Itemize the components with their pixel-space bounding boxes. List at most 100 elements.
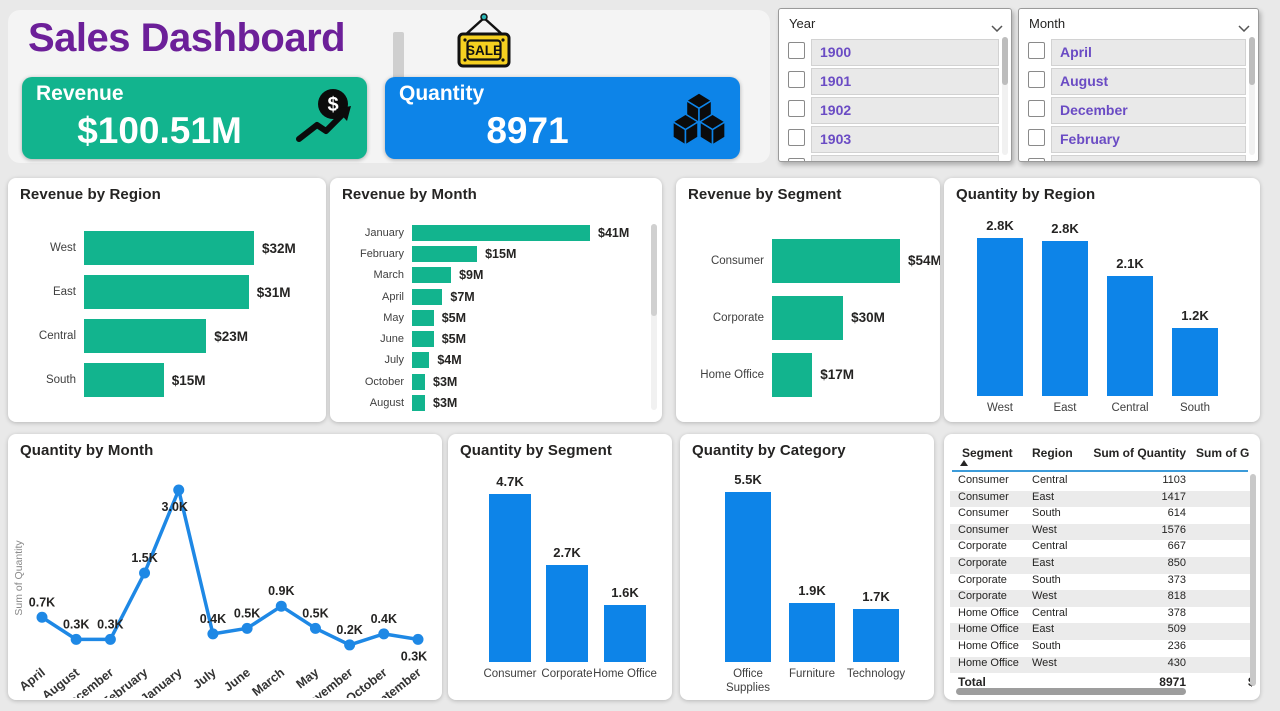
slicer-item[interactable]: February (1019, 124, 1258, 153)
bar[interactable] (412, 395, 426, 412)
bar[interactable] (1172, 327, 1218, 396)
data-point[interactable] (36, 611, 48, 623)
slicer-item-label[interactable]: 1901 (811, 68, 999, 95)
data-point[interactable] (207, 628, 219, 640)
bar[interactable] (412, 331, 434, 348)
segment-cell: Consumer (958, 507, 1009, 520)
slicer-item[interactable]: 1901 (779, 66, 1011, 95)
slicer-item-label[interactable]: December (1051, 97, 1246, 124)
slicer-item-label[interactable]: 1902 (811, 97, 999, 124)
table-row[interactable]: Corporate West 818 (950, 590, 1250, 607)
table-row[interactable]: Consumer East 1417 (950, 490, 1250, 508)
data-point[interactable] (275, 600, 287, 612)
bar[interactable] (84, 231, 254, 265)
bar[interactable] (84, 363, 164, 397)
data-point[interactable] (309, 622, 321, 634)
table-row[interactable]: Consumer West 1576 (950, 523, 1250, 541)
slicer-item-label[interactable]: August (1051, 68, 1246, 95)
data-point[interactable] (173, 484, 185, 496)
bar[interactable] (412, 267, 452, 284)
bar[interactable] (1042, 240, 1088, 396)
table-row[interactable]: Home Office West 430 (950, 656, 1250, 674)
bar[interactable] (604, 604, 646, 662)
month-slicer[interactable]: Month April August December February (1018, 8, 1259, 162)
bar[interactable] (546, 565, 588, 662)
column-header[interactable]: Sum of Quantity (1093, 446, 1186, 460)
data-point[interactable] (378, 628, 390, 640)
slicer-item[interactable]: 1900 (779, 37, 1011, 66)
sort-ascending-icon[interactable] (960, 460, 968, 466)
column-header[interactable]: Segment (962, 446, 1013, 460)
checkbox-unchecked-icon[interactable] (1028, 158, 1045, 161)
bar[interactable] (725, 492, 771, 662)
data-point[interactable] (70, 633, 82, 645)
column-header[interactable]: Sum of G (1196, 446, 1250, 460)
chevron-down-icon[interactable] (1238, 19, 1250, 37)
bar[interactable] (412, 352, 430, 369)
line-series[interactable] (41, 488, 419, 647)
bar[interactable] (412, 373, 426, 390)
bar[interactable] (412, 245, 478, 262)
bar[interactable] (412, 224, 590, 241)
table-row[interactable]: Corporate Central 667 (950, 540, 1250, 557)
month-slicer-scrollbar[interactable] (1249, 37, 1255, 155)
slicer-item[interactable]: 1902 (779, 95, 1011, 124)
year-slicer-scrollbar[interactable] (1002, 37, 1008, 155)
checkbox-unchecked-icon[interactable] (1028, 100, 1045, 117)
slicer-item[interactable]: August (1019, 66, 1258, 95)
bar[interactable] (412, 309, 434, 326)
bar[interactable] (84, 275, 249, 309)
data-point[interactable] (344, 639, 356, 651)
region-cell: East (1032, 623, 1055, 636)
slicer-item[interactable] (779, 153, 1011, 161)
table-row[interactable]: Consumer Central 1103 (950, 474, 1250, 491)
bar[interactable] (489, 494, 531, 662)
table-row[interactable]: Corporate East 850 (950, 557, 1250, 574)
slicer-item-label[interactable] (1051, 155, 1246, 161)
year-slicer[interactable]: Year 1900 1901 1902 1903 (778, 8, 1012, 162)
data-point[interactable] (104, 633, 116, 645)
slicer-item[interactable]: 1903 (779, 124, 1011, 153)
table-vertical-scrollbar[interactable] (1250, 474, 1256, 686)
slicer-item[interactable]: April (1019, 37, 1258, 66)
quantity-kpi-card[interactable]: Quantity 8971 (385, 77, 740, 159)
slicer-item-label[interactable]: April (1051, 39, 1246, 66)
checkbox-unchecked-icon[interactable] (1028, 71, 1045, 88)
slicer-item[interactable]: December (1019, 95, 1258, 124)
bar[interactable] (772, 238, 900, 283)
checkbox-unchecked-icon[interactable] (1028, 129, 1045, 146)
bar[interactable] (977, 238, 1023, 396)
table-row[interactable]: Home Office Central 378 (950, 607, 1250, 624)
bar[interactable] (412, 288, 443, 305)
revenue-kpi-card[interactable]: Revenue $100.51M $ (22, 77, 367, 159)
slicer-item-label[interactable]: 1903 (811, 126, 999, 153)
data-point[interactable] (241, 622, 253, 634)
bar[interactable] (772, 352, 813, 397)
checkbox-unchecked-icon[interactable] (788, 42, 805, 59)
checkbox-unchecked-icon[interactable] (788, 129, 805, 146)
checkbox-unchecked-icon[interactable] (1028, 42, 1045, 59)
checkbox-unchecked-icon[interactable] (788, 71, 805, 88)
chevron-down-icon[interactable] (991, 19, 1003, 37)
checkbox-unchecked-icon[interactable] (788, 158, 805, 161)
slicer-item-label[interactable] (811, 155, 999, 161)
slicer-item[interactable] (1019, 153, 1258, 161)
bar[interactable] (789, 603, 835, 662)
table-row[interactable]: Home Office South 236 (950, 640, 1250, 657)
table-row[interactable]: Home Office East 509 (950, 623, 1250, 640)
bar[interactable] (1107, 275, 1153, 396)
slicer-item-label[interactable]: February (1051, 126, 1246, 153)
slicer-item-label[interactable]: 1900 (811, 39, 999, 66)
table-row[interactable]: Corporate South 373 (950, 574, 1250, 591)
bar[interactable] (84, 319, 207, 353)
chart-scrollbar[interactable] (651, 224, 657, 410)
bar[interactable] (853, 609, 899, 662)
table-row[interactable]: Consumer South 614 (950, 507, 1250, 524)
data-point[interactable] (139, 567, 151, 579)
year-slicer-items: 1900 1901 1902 1903 (779, 37, 1011, 161)
table-horizontal-scrollbar[interactable] (956, 688, 1186, 695)
column-header[interactable]: Region (1032, 446, 1073, 460)
checkbox-unchecked-icon[interactable] (788, 100, 805, 117)
data-point[interactable] (412, 633, 424, 645)
bar[interactable] (772, 295, 844, 340)
